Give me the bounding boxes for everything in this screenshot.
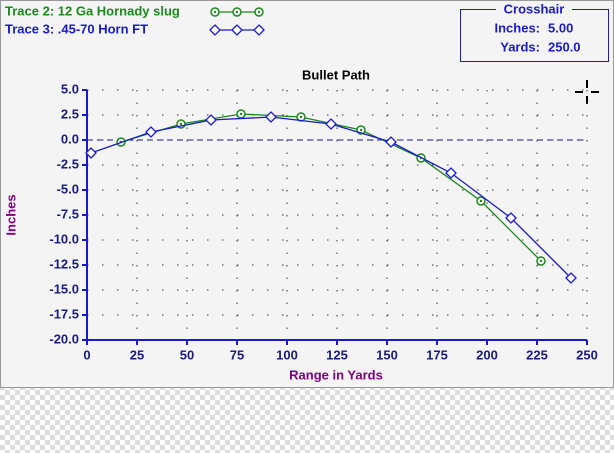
marker-dot <box>213 10 217 14</box>
crosshair-inches-label: Inches: <box>494 20 540 35</box>
x-tick-label: 175 <box>426 347 448 362</box>
x-tick-label: 225 <box>526 347 548 362</box>
x-tick-label: 200 <box>476 347 498 362</box>
panel <box>0 0 614 388</box>
x-tick-label: 75 <box>230 347 244 362</box>
crosshair-title: Crosshair <box>504 1 565 16</box>
y-tick-label: -7.5 <box>57 206 79 221</box>
marker-dot <box>239 112 243 116</box>
y-tick-label: -5.0 <box>57 181 79 196</box>
crosshair-inches: 5.00 <box>548 20 573 35</box>
marker <box>505 212 517 224</box>
marker <box>205 114 217 126</box>
y-tick-label: -10.0 <box>49 231 79 246</box>
x-tick-label: 150 <box>376 347 398 362</box>
x-tick-label: 25 <box>130 347 144 362</box>
marker-dot <box>235 10 239 14</box>
y-tick-label: 5.0 <box>61 81 79 96</box>
marker <box>325 118 337 130</box>
marker <box>445 167 457 179</box>
legend-label: Trace 2: 12 Ga Hornady slug <box>5 3 180 18</box>
marker <box>145 126 157 138</box>
crosshair-yards-label: Yards: <box>500 39 540 54</box>
marker-dot <box>479 199 483 203</box>
crosshair-icon <box>575 80 599 104</box>
x-tick-label: 0 <box>83 347 90 362</box>
y-tick-label: 0.0 <box>61 131 79 146</box>
marker-dot <box>359 128 363 132</box>
x-tick-label: 100 <box>276 347 298 362</box>
marker <box>209 24 221 36</box>
marker <box>565 272 577 284</box>
marker <box>265 111 277 123</box>
y-tick-label: -12.5 <box>49 256 79 271</box>
marker <box>385 136 397 148</box>
y-tick-label: -20.0 <box>49 331 79 346</box>
chart: Bullet Path Range in Yards Inches Crossh… <box>0 0 614 388</box>
x-tick-label: 125 <box>326 347 348 362</box>
x-axis-label: Range in Yards <box>289 367 383 382</box>
y-tick-label: -2.5 <box>57 156 79 171</box>
y-axis-label: Inches <box>3 194 18 235</box>
marker <box>253 24 265 36</box>
chart-title: Bullet Path <box>302 67 370 82</box>
legend-label: Trace 3: .45-70 Horn FT <box>5 21 148 36</box>
x-tick-label: 50 <box>180 347 194 362</box>
marker-dot <box>257 10 261 14</box>
y-tick-label: -17.5 <box>49 306 79 321</box>
marker-dot <box>179 122 183 126</box>
y-tick-label: -15.0 <box>49 281 79 296</box>
crosshair-title-bg <box>496 3 572 17</box>
y-tick-label: 2.5 <box>61 106 79 121</box>
marker <box>85 147 97 159</box>
marker-dot <box>539 259 543 263</box>
marker-dot <box>299 115 303 119</box>
marker <box>231 24 243 36</box>
x-tick-label: 250 <box>576 347 598 362</box>
crosshair-yards: 250.0 <box>548 39 581 54</box>
